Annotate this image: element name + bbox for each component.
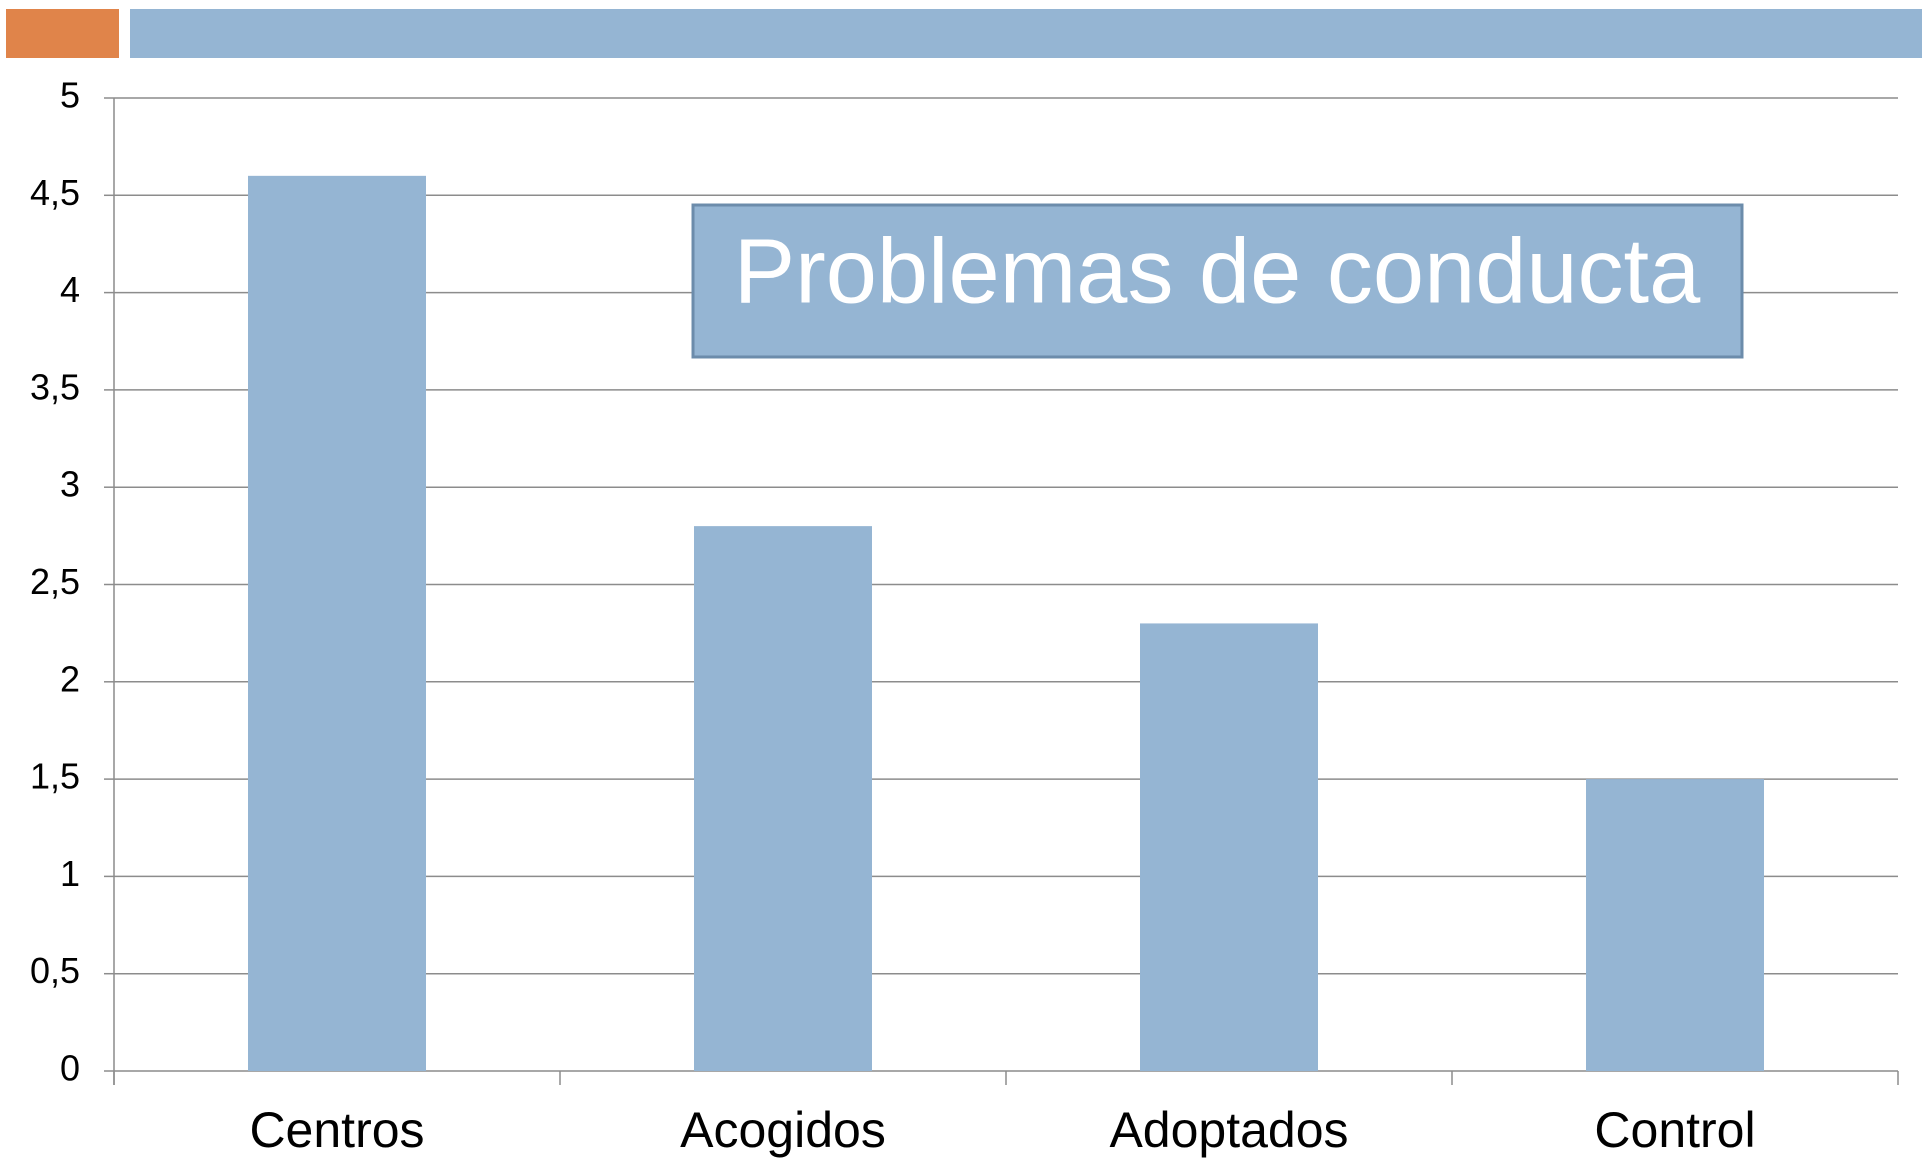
header-bar <box>130 9 1922 58</box>
x-tick-label: Acogidos <box>680 1102 886 1158</box>
x-tick-label: Centros <box>249 1102 424 1158</box>
y-tick-label: 2,5 <box>30 561 80 602</box>
title-box <box>691 203 1744 359</box>
bar <box>1586 779 1764 1071</box>
chart-title: Problemas de conducta <box>734 220 1701 322</box>
y-tick-label: 1 <box>60 853 80 894</box>
y-tick-label: 4,5 <box>30 172 80 213</box>
y-tick-label: 3,5 <box>30 366 80 407</box>
y-tick-label: 5 <box>60 75 80 116</box>
bar <box>694 526 872 1071</box>
y-tick-label: 1,5 <box>30 756 80 797</box>
y-tick-label: 2 <box>60 658 80 699</box>
accent-bar <box>6 9 119 58</box>
y-tick-label: 0 <box>60 1048 80 1089</box>
bar <box>1140 623 1318 1071</box>
x-tick-label: Control <box>1594 1102 1755 1158</box>
x-tick-label: Adoptados <box>1109 1102 1348 1158</box>
y-tick-label: 3 <box>60 464 80 505</box>
y-tick-label: 0,5 <box>30 950 80 991</box>
y-tick-label: 4 <box>60 269 80 310</box>
bar <box>248 175 426 1072</box>
